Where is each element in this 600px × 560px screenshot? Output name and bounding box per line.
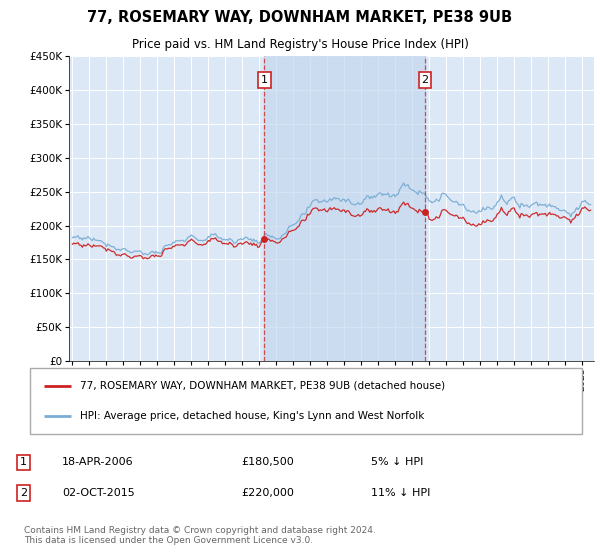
Text: 02-OCT-2015: 02-OCT-2015: [62, 488, 134, 498]
Text: Contains HM Land Registry data © Crown copyright and database right 2024.
This d: Contains HM Land Registry data © Crown c…: [23, 526, 376, 545]
Text: £220,000: £220,000: [241, 488, 294, 498]
Text: 5% ↓ HPI: 5% ↓ HPI: [371, 458, 423, 468]
Text: 1: 1: [261, 74, 268, 85]
Text: 11% ↓ HPI: 11% ↓ HPI: [371, 488, 430, 498]
Text: 77, ROSEMARY WAY, DOWNHAM MARKET, PE38 9UB (detached house): 77, ROSEMARY WAY, DOWNHAM MARKET, PE38 9…: [80, 381, 445, 391]
Text: 1: 1: [20, 458, 27, 468]
Text: 2: 2: [421, 74, 428, 85]
Text: 18-APR-2006: 18-APR-2006: [62, 458, 133, 468]
Bar: [265, 56, 425, 361]
Text: Price paid vs. HM Land Registry's House Price Index (HPI): Price paid vs. HM Land Registry's House …: [131, 38, 469, 51]
Text: 77, ROSEMARY WAY, DOWNHAM MARKET, PE38 9UB: 77, ROSEMARY WAY, DOWNHAM MARKET, PE38 9…: [88, 10, 512, 25]
FancyBboxPatch shape: [30, 368, 582, 434]
Text: HPI: Average price, detached house, King's Lynn and West Norfolk: HPI: Average price, detached house, King…: [80, 411, 424, 421]
Text: £180,500: £180,500: [241, 458, 294, 468]
Text: 2: 2: [20, 488, 27, 498]
